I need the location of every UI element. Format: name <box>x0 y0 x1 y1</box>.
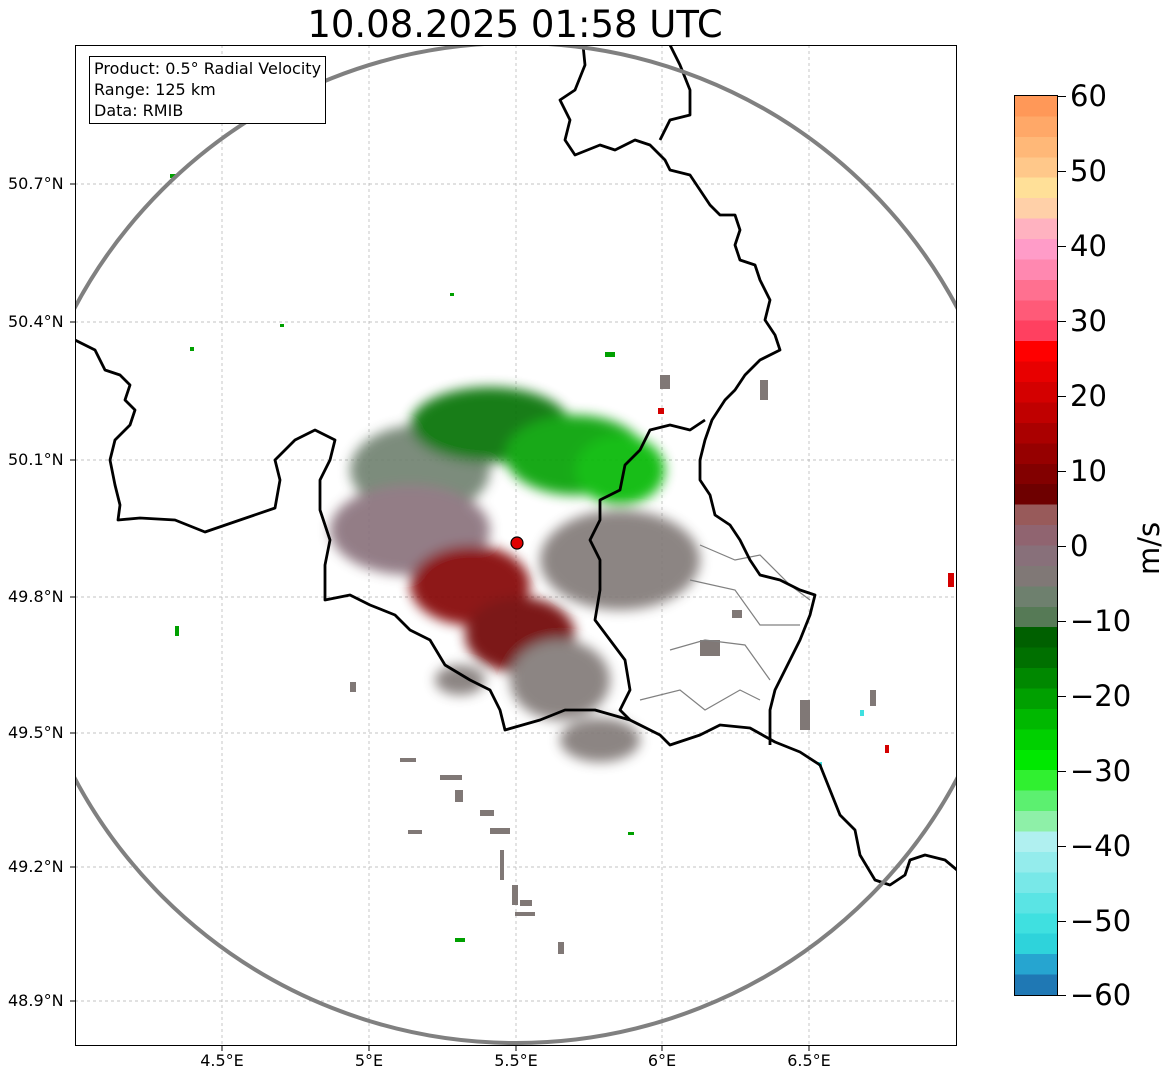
colorbar-tick <box>1058 171 1066 172</box>
lat-label: 49.5°N <box>8 723 64 742</box>
lon-label: 4.5°E <box>200 1051 244 1070</box>
info-data-source: Data: RMIB <box>94 101 184 120</box>
colorbar-label: 10 <box>1070 454 1107 488</box>
colorbar-tick <box>1058 771 1066 772</box>
colorbar-label: 20 <box>1070 379 1107 413</box>
lat-label: 50.4°N <box>8 312 64 331</box>
range-ring <box>75 45 957 1045</box>
colorbar-label: 60 <box>1070 79 1107 113</box>
colorbar-tick <box>1058 321 1066 322</box>
velocity-colorbar <box>1014 95 1058 996</box>
colorbar-tick <box>1058 621 1066 622</box>
colorbar-tick <box>1058 995 1066 996</box>
colorbar-label: −20 <box>1070 679 1132 713</box>
lat-label: 50.7°N <box>8 174 64 193</box>
colorbar-tick <box>1058 471 1066 472</box>
colorbar-label: −50 <box>1070 904 1132 938</box>
info-product: Product: 0.5° Radial Velocity <box>94 59 322 78</box>
radar-site-marker <box>510 536 524 550</box>
colorbar-label: 50 <box>1070 154 1107 188</box>
colorbar-label: 0 <box>1070 529 1089 563</box>
colorbar-tick <box>1058 921 1066 922</box>
colorbar-tick <box>1058 846 1066 847</box>
lat-label: 49.8°N <box>8 587 64 606</box>
colorbar-label: 40 <box>1070 229 1107 263</box>
map-title: 10.08.2025 01:58 UTC <box>307 3 723 46</box>
velocity-echoes <box>170 174 954 954</box>
colorbar-label: −30 <box>1070 754 1132 788</box>
colorbar-label: −40 <box>1070 829 1132 863</box>
colorbar-tick <box>1058 696 1066 697</box>
colorbar-label: −60 <box>1070 978 1132 1012</box>
lon-label: 5.5°E <box>494 1051 538 1070</box>
info-box: Product: 0.5° Radial Velocity Range: 125… <box>89 56 327 124</box>
lon-label: 5°E <box>354 1051 384 1070</box>
admin-lines <box>639 544 811 711</box>
national-borders <box>75 45 957 887</box>
lat-label: 50.1°N <box>8 450 64 469</box>
lon-label: 6°E <box>647 1051 677 1070</box>
colorbar-label: 30 <box>1070 304 1107 338</box>
info-range: Range: 125 km <box>94 80 216 99</box>
colorbar-label: −10 <box>1070 604 1132 638</box>
lon-label: 6.5°E <box>787 1051 831 1070</box>
map-frame <box>75 45 957 1046</box>
colorbar-tick <box>1058 246 1066 247</box>
colorbar-tick <box>1058 396 1066 397</box>
lat-label: 48.9°N <box>8 991 64 1010</box>
lat-label: 49.2°N <box>8 857 64 876</box>
colorbar-tick <box>1058 546 1066 547</box>
colorbar-tick <box>1058 96 1066 97</box>
colorbar-unit: m/s <box>1132 521 1166 575</box>
